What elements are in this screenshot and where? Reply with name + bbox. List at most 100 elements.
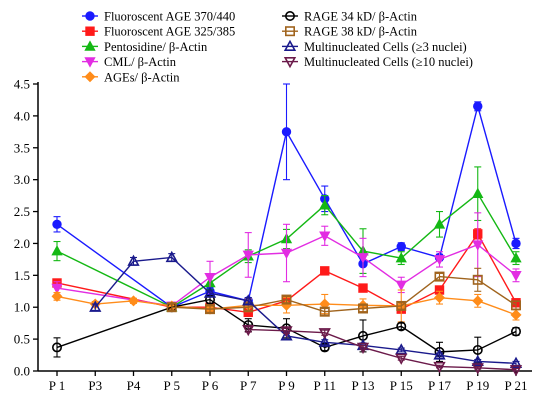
data-point <box>51 245 63 256</box>
data-point <box>205 304 216 315</box>
series-line <box>248 328 517 371</box>
legend-label: Pentosidine/ β-Actin <box>104 40 208 54</box>
legend-marker <box>283 56 297 69</box>
data-point <box>319 199 331 210</box>
chart-plot-area <box>51 83 523 377</box>
x-tick-label: P 11 <box>313 378 336 393</box>
data-point <box>433 348 446 360</box>
data-point <box>242 324 255 337</box>
data-point <box>395 280 407 291</box>
data-point <box>510 309 522 321</box>
data-point <box>319 306 330 317</box>
data-point <box>127 295 140 307</box>
series-line <box>94 256 517 365</box>
legend-entry-8: Multinucleated Cells (≥3 nuclei) <box>282 39 467 54</box>
data-point <box>281 127 292 137</box>
y-tick-label: 1.5 <box>14 268 30 283</box>
data-point <box>280 326 293 338</box>
data-point <box>433 292 446 304</box>
data-point <box>433 218 446 229</box>
data-point <box>89 300 102 312</box>
y-tick-label: 3.5 <box>14 140 30 155</box>
data-point <box>472 344 483 355</box>
legend-label: Fluoroscent AGE 370/440 <box>104 10 235 24</box>
x-tick-label: P 19 <box>466 378 489 393</box>
legend-label: RAGE 38 kD/ β-Actin <box>304 25 418 39</box>
data-point <box>433 255 446 266</box>
y-tick-label: 2.5 <box>14 204 30 219</box>
data-point <box>471 354 484 367</box>
data-point <box>320 266 330 276</box>
data-point <box>395 353 408 365</box>
y-tick-label: 3.0 <box>14 172 30 187</box>
x-tick-label: P 21 <box>505 378 528 393</box>
series-8 <box>89 250 523 368</box>
data-point <box>242 294 255 306</box>
data-point <box>281 294 292 305</box>
series-7 <box>166 267 521 317</box>
series-9 <box>242 324 523 377</box>
data-point <box>396 300 407 311</box>
legend-label: Multinucleated Cells (≥3 nuclei) <box>304 40 467 54</box>
data-point <box>318 328 331 340</box>
legend-entry-7: RAGE 38 kD/ β-Actin <box>282 25 418 39</box>
data-point <box>318 335 331 347</box>
data-point <box>280 329 293 341</box>
legend-marker <box>85 11 95 21</box>
data-point <box>395 252 407 263</box>
data-point <box>51 283 63 295</box>
data-point <box>52 219 62 230</box>
x-tick-label: P 17 <box>428 378 451 393</box>
data-point <box>204 272 216 284</box>
legend-marker <box>84 57 96 68</box>
legend-marker <box>84 40 96 51</box>
legend-entry-5: AGEs/ β-Actin <box>82 70 180 84</box>
data-point <box>165 250 178 263</box>
data-point <box>472 295 484 307</box>
data-point <box>127 254 140 266</box>
y-tick-label: 4.5 <box>14 77 30 92</box>
data-point <box>51 342 62 353</box>
x-tick-label: P 5 <box>164 378 181 393</box>
series-6 <box>51 294 521 364</box>
data-point <box>511 238 521 249</box>
data-point <box>472 274 483 285</box>
x-tick-label: P 7 <box>240 378 257 393</box>
data-point <box>510 300 521 311</box>
y-tick-label: 4.0 <box>14 108 30 123</box>
legend-label: CML/ β-Actin <box>104 55 177 69</box>
x-tick-label: P 6 <box>202 378 219 393</box>
data-point <box>472 240 484 251</box>
legend-label: AGEs/ β-Actin <box>104 70 180 84</box>
data-point <box>396 241 406 252</box>
data-point <box>434 271 445 282</box>
legend-entry-9: Multinucleated Cells (≥10 nuclei) <box>282 55 473 69</box>
data-point <box>357 253 369 264</box>
data-point <box>356 342 370 355</box>
x-tick-label: P 9 <box>278 378 295 393</box>
x-tick-label: P4 <box>127 378 141 393</box>
data-point <box>166 302 177 313</box>
legend-marker <box>85 26 95 36</box>
data-point <box>358 283 368 293</box>
data-point <box>242 250 254 261</box>
legend-marker <box>84 71 96 83</box>
x-tick-label: P 13 <box>352 378 375 393</box>
data-point <box>510 326 521 337</box>
data-point <box>396 321 407 332</box>
data-point <box>203 286 217 298</box>
data-point <box>51 290 63 302</box>
legend-entry-1: Fluoroscent AGE 370/440 <box>82 10 235 24</box>
legend-entry-6: RAGE 34 kD/ β-Actin <box>282 10 418 24</box>
data-point <box>280 248 293 260</box>
data-point <box>509 365 523 377</box>
legend-entry-4: CML/ β-Actin <box>82 55 177 69</box>
data-point <box>433 361 446 374</box>
data-point <box>472 187 484 198</box>
data-point <box>473 101 483 112</box>
legend-label: Multinucleated Cells (≥10 nuclei) <box>304 55 473 69</box>
data-point <box>509 356 523 368</box>
data-point <box>510 252 522 263</box>
